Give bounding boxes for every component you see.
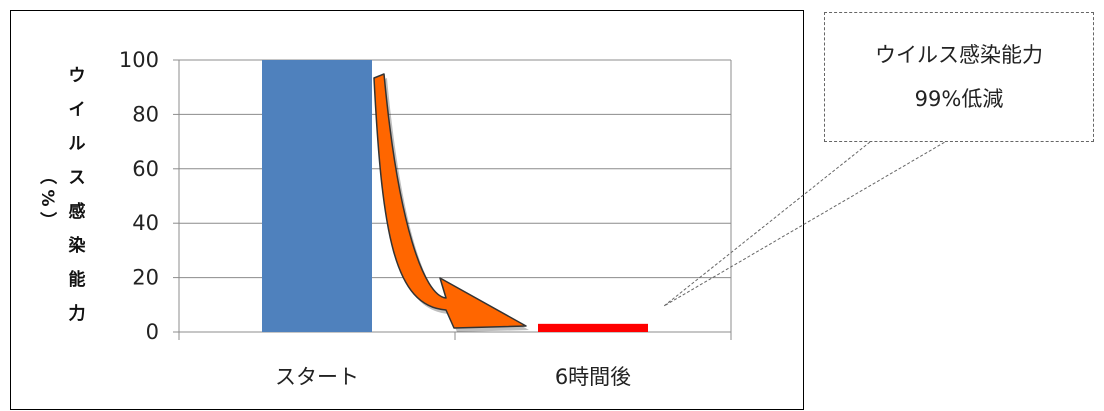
y-tick-label: 100 — [119, 48, 159, 72]
category-labels: スタート 6時間後 — [275, 365, 631, 389]
callout-box: ウイルス感染能力 99%低減 — [824, 12, 1094, 142]
y-tick-label: 60 — [132, 157, 159, 181]
y-label-unit-char: （ — [37, 168, 58, 185]
callout-line-2: 99%低減 — [914, 87, 1004, 111]
y-tick-labels: 0 20 40 60 80 100 — [119, 48, 159, 344]
bars — [262, 60, 648, 332]
y-label-char: イ — [69, 100, 86, 120]
arrow-shape — [373, 73, 527, 329]
y-label-unit-char: ） — [37, 212, 58, 229]
y-label-char: ウ — [69, 66, 86, 86]
y-tick-label: 40 — [132, 211, 159, 235]
callout-pointer — [663, 141, 946, 307]
y-tick-label: 80 — [132, 102, 159, 126]
y-label-char: ス — [69, 168, 86, 188]
y-axis-label: ウイルス感染能力 （% ） — [37, 66, 86, 324]
y-label-char: 能 — [69, 269, 86, 290]
y-label-char: 感 — [69, 201, 86, 222]
bar-chart: ウイルス感染能力 （% ） 0 20 40 60 80 100 スタート 6時間後 — [37, 48, 732, 389]
y-tick-label: 0 — [146, 320, 159, 344]
x-category-label: 6時間後 — [555, 365, 631, 389]
y-label-unit-char: % — [37, 189, 57, 206]
y-label-char: 力 — [69, 303, 86, 324]
chart-frame: ウイルス感染能力 （% ） 0 20 40 60 80 100 スタート 6時間後 — [10, 10, 804, 410]
bar-after-6h — [538, 323, 648, 332]
x-category-label: スタート — [275, 365, 359, 389]
y-label-char: ル — [69, 134, 86, 154]
decrease-arrow — [373, 73, 529, 332]
callout-line-1: ウイルス感染能力 — [875, 43, 1043, 67]
y-label-char: 染 — [69, 235, 86, 256]
bar-start — [262, 60, 372, 332]
y-tick-label: 20 — [132, 266, 159, 290]
